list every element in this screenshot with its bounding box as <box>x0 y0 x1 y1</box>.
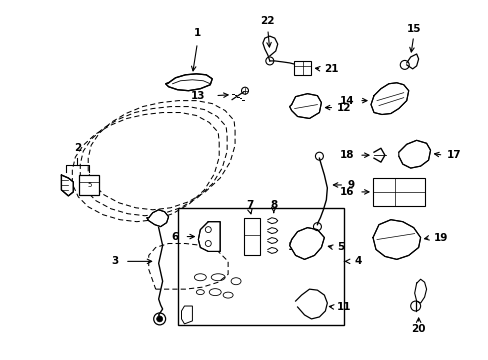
Text: 8: 8 <box>269 200 277 210</box>
Text: 21: 21 <box>324 64 338 74</box>
Bar <box>372 178 424 206</box>
Circle shape <box>156 316 163 322</box>
Bar <box>244 218 259 255</box>
Text: 5: 5 <box>337 243 344 252</box>
Text: 5: 5 <box>87 182 91 188</box>
Text: 6: 6 <box>171 231 178 242</box>
Text: 7: 7 <box>246 200 253 210</box>
Text: 9: 9 <box>346 180 354 190</box>
Polygon shape <box>61 175 73 196</box>
Polygon shape <box>372 220 420 260</box>
Polygon shape <box>165 74 212 91</box>
Bar <box>79 175 99 195</box>
Text: 4: 4 <box>353 256 361 266</box>
Text: 3: 3 <box>111 256 119 266</box>
Bar <box>293 61 311 75</box>
Text: 14: 14 <box>339 96 353 105</box>
Polygon shape <box>289 94 321 118</box>
Polygon shape <box>181 306 192 324</box>
Polygon shape <box>289 228 324 260</box>
Text: 1: 1 <box>193 28 201 38</box>
Text: 18: 18 <box>339 150 353 160</box>
Text: 20: 20 <box>410 324 425 334</box>
Polygon shape <box>370 83 408 114</box>
Text: 13: 13 <box>190 91 205 101</box>
Text: 16: 16 <box>339 187 353 197</box>
Bar <box>177 208 344 325</box>
Text: 19: 19 <box>433 233 447 243</box>
Polygon shape <box>198 222 220 251</box>
Text: 12: 12 <box>337 103 351 113</box>
Text: 10: 10 <box>287 243 301 252</box>
Text: 11: 11 <box>337 302 351 312</box>
Text: 15: 15 <box>406 24 420 34</box>
Text: 17: 17 <box>446 150 460 160</box>
Polygon shape <box>146 210 168 227</box>
Text: 2: 2 <box>74 143 81 153</box>
Text: 22: 22 <box>260 16 275 26</box>
Polygon shape <box>398 140 429 168</box>
